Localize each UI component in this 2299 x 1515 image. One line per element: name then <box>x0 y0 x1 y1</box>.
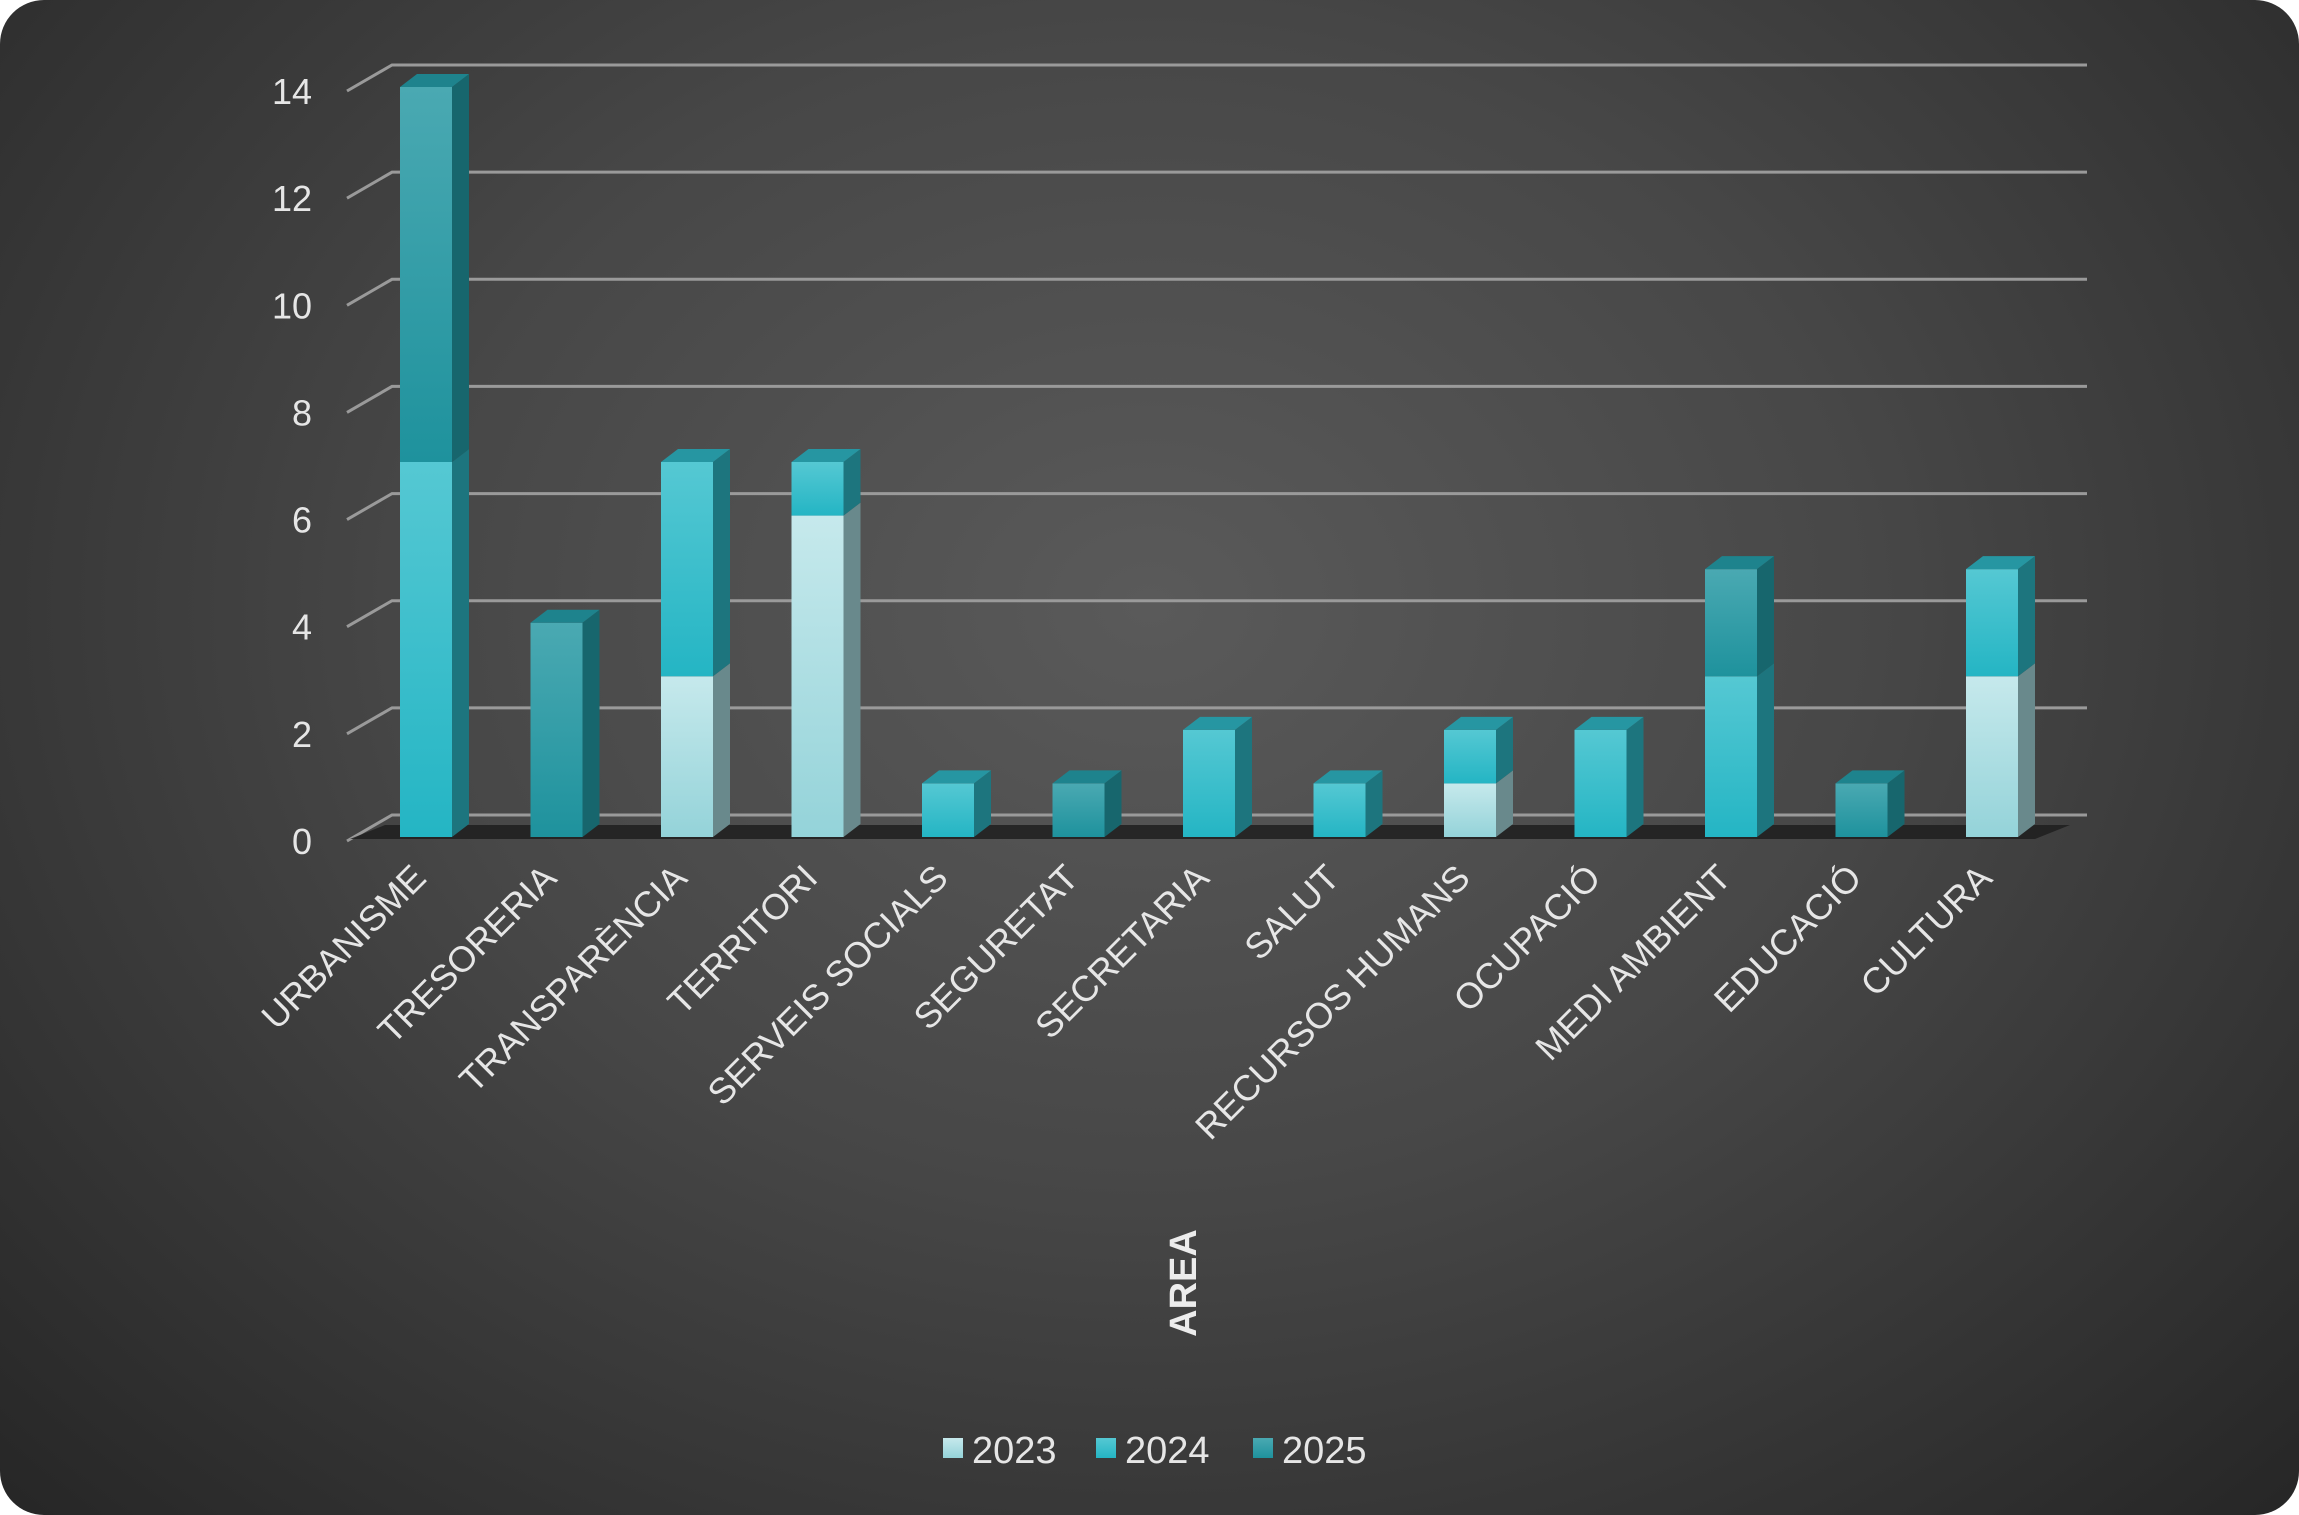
bar-side-2025 <box>452 74 469 462</box>
legend-swatch-2023 <box>943 1438 963 1458</box>
bar-segment-2023 <box>791 515 844 837</box>
gridline <box>346 63 2087 93</box>
bar-side-2024 <box>843 449 861 516</box>
y-tick-label: 8 <box>292 392 312 433</box>
bar-side-2024 <box>1496 716 1513 784</box>
x-category-label: CULTURA <box>1852 857 1999 1004</box>
bar-segment-2023 <box>1444 783 1496 837</box>
bar-segment-2024 <box>1705 676 1757 837</box>
bar-segment-2024 <box>400 462 452 837</box>
bar-top-2025 <box>1835 770 1905 784</box>
bar-stack <box>400 74 469 837</box>
legend-swatch-2024 <box>1096 1438 1116 1458</box>
y-tick-label: 0 <box>292 821 312 862</box>
bar-side-2024 <box>1365 770 1383 837</box>
bar-top-2024 <box>661 449 730 462</box>
bar-top-2024 <box>1574 716 1644 730</box>
bar-top-2025 <box>1705 556 1774 570</box>
gridline <box>346 813 2087 843</box>
bar-top-2024 <box>1444 716 1513 730</box>
legend: 2023 2024 2025 <box>943 1430 1367 1472</box>
bar-stack <box>1705 556 1774 837</box>
x-category-label: TRANSPARÈNCIA <box>451 857 695 1101</box>
bar-segment-2024 <box>1183 729 1235 837</box>
y-tick-label: 10 <box>272 285 312 326</box>
bar-top-2024 <box>1183 716 1252 730</box>
bar-side-2025 <box>1757 556 1774 677</box>
bar-side-2024 <box>2018 556 2035 677</box>
bar-segment-2024 <box>661 462 713 677</box>
gridline <box>346 277 2087 307</box>
bar-top-2024 <box>922 770 991 784</box>
bar-side-2025 <box>1887 770 1905 837</box>
x-axis-labels: URBANISMETRESORERIATRANSPARÈNCIATERRITOR… <box>253 857 1999 1148</box>
bars <box>400 74 2035 837</box>
bar-stack <box>1966 556 2035 837</box>
bar-segment-2024 <box>1966 569 2018 677</box>
bar-top-2025 <box>400 74 469 87</box>
bar-stack <box>530 609 600 837</box>
bar-side-2025 <box>1104 770 1122 837</box>
bar-stack <box>1183 716 1252 837</box>
x-category-label: SERVEIS SOCIALS <box>699 857 955 1113</box>
bar-side-2023 <box>2018 663 2035 837</box>
y-tick-label: 6 <box>292 500 312 541</box>
bar-segment-2024 <box>922 783 974 837</box>
bar-stack <box>922 770 991 837</box>
bar-stack <box>1444 716 1513 837</box>
y-tick-label: 12 <box>272 178 312 219</box>
legend-label-2024: 2024 <box>1125 1430 1210 1472</box>
bar-top-2025 <box>530 609 600 623</box>
bar-segment-2024 <box>1444 729 1496 784</box>
y-tick-label: 4 <box>292 607 312 648</box>
bar-segment-2024 <box>1313 783 1366 837</box>
y-tick-label: 2 <box>292 714 312 755</box>
bar-top-2025 <box>1052 770 1122 784</box>
bar-side-2024 <box>713 449 730 677</box>
gridline <box>346 706 2087 736</box>
bar-segment-2025 <box>1705 569 1757 677</box>
legend-label-2023: 2023 <box>972 1430 1057 1472</box>
gridlines <box>346 63 2087 843</box>
gridline <box>346 492 2087 521</box>
bar-side-2024 <box>452 449 469 837</box>
bar-segment-2023 <box>661 676 713 837</box>
bar-top-2024 <box>791 449 861 462</box>
bar-top-2024 <box>1966 556 2035 570</box>
gridline <box>346 170 2087 200</box>
x-axis-title: AREA <box>1163 1229 1205 1337</box>
bar-segment-2024 <box>1574 729 1627 837</box>
bar-top-2024 <box>1313 770 1383 784</box>
bar-side-2024 <box>1235 716 1252 837</box>
bar-segment-2025 <box>1052 783 1105 837</box>
bar-side-2023 <box>713 663 730 837</box>
bar-stack <box>791 449 861 837</box>
bar-segment-2025 <box>400 87 452 462</box>
gridline <box>346 384 2087 414</box>
x-category-label: SALUT <box>1236 857 1347 968</box>
bar-side-2024 <box>1757 663 1774 837</box>
legend-label-2025: 2025 <box>1282 1430 1367 1472</box>
bar-side-2023 <box>843 502 861 837</box>
bar-side-2024 <box>1626 716 1644 837</box>
bar-segment-2024 <box>791 462 844 516</box>
y-tick-label: 14 <box>272 71 312 112</box>
bar-segment-2025 <box>1835 783 1888 837</box>
legend-swatch-2025 <box>1253 1438 1273 1458</box>
bar-side-2025 <box>582 609 600 837</box>
bar-segment-2023 <box>1966 676 2018 837</box>
bar-stack <box>1052 770 1122 837</box>
bar-segment-2025 <box>530 622 583 837</box>
bar-stack <box>1574 716 1644 837</box>
bar-stack <box>1313 770 1383 837</box>
gridline <box>346 599 2087 629</box>
bar-side-2024 <box>974 770 991 837</box>
bar-stack <box>1835 770 1905 837</box>
bar-side-2023 <box>1496 770 1513 837</box>
bar-stack <box>661 449 730 837</box>
y-axis-ticks: 0 2 4 6 8 10 12 14 <box>272 71 312 862</box>
